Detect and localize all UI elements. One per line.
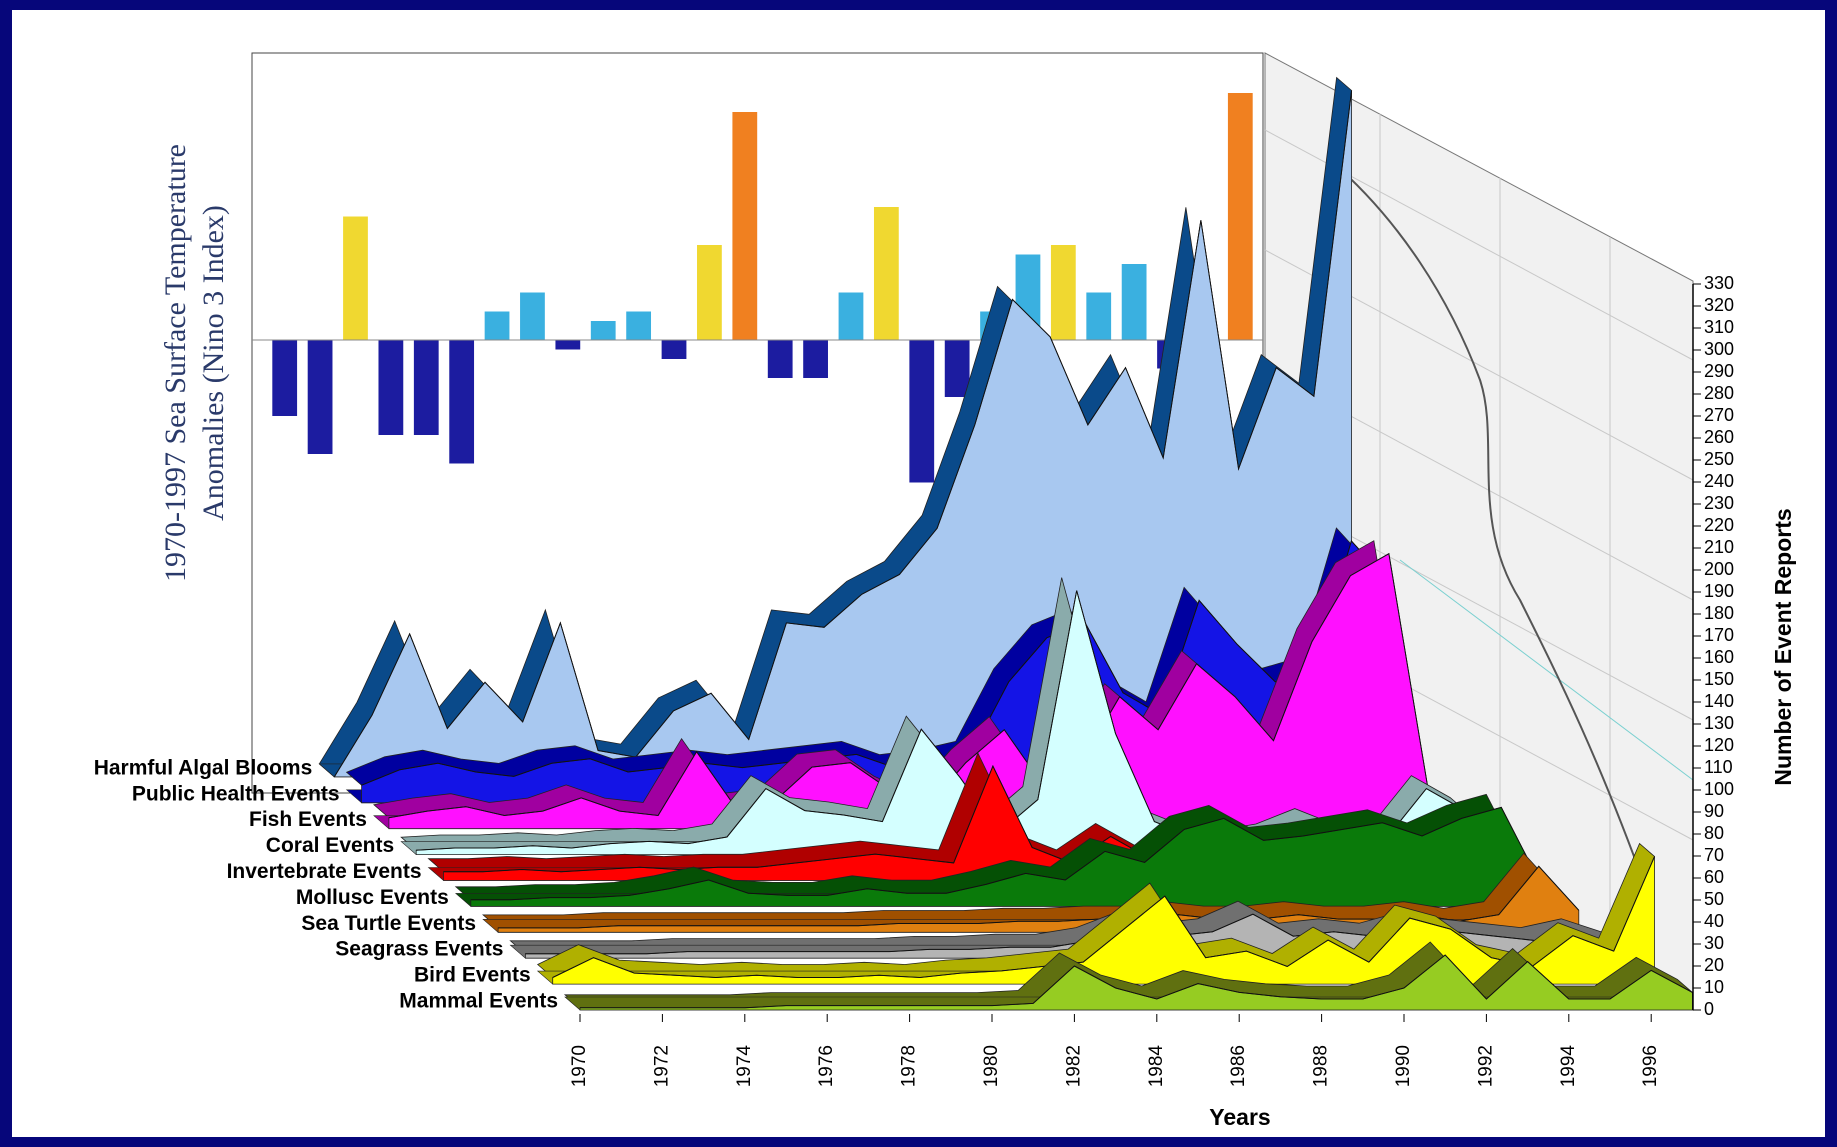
sst-bar	[485, 312, 510, 341]
y-tick-label: 70	[1704, 845, 1724, 865]
sst-bar	[1228, 93, 1253, 340]
x-axis-label: Years	[1209, 1104, 1270, 1130]
y-tick-label: 110	[1704, 757, 1733, 777]
sst-bar	[343, 217, 368, 341]
sst-bar	[874, 207, 899, 340]
y-tick-label: 180	[1704, 603, 1734, 623]
x-tick-label: 1982	[1063, 1045, 1084, 1087]
y-tick-label: 310	[1704, 317, 1734, 337]
y-tick-label: 320	[1704, 295, 1734, 315]
sst-bar	[308, 340, 333, 454]
y-tick-label: 300	[1704, 339, 1734, 359]
legend-label: Mollusc Events	[296, 886, 449, 909]
y-tick-label: 50	[1704, 889, 1724, 909]
x-tick-label: 1972	[651, 1045, 672, 1087]
y-tick-label: 130	[1704, 713, 1734, 733]
y-tick-label: 160	[1704, 647, 1734, 667]
y-tick-label: 220	[1704, 515, 1734, 535]
x-tick-label: 1994	[1558, 1045, 1579, 1088]
sst-bar	[768, 340, 793, 378]
sst-bar	[909, 340, 934, 483]
y-tick-label: 30	[1704, 933, 1724, 953]
sst-bar	[1086, 293, 1111, 341]
legend-label: Mammal Events	[399, 990, 558, 1013]
x-tick-label: 1996	[1640, 1045, 1661, 1087]
y-tick-label: 260	[1704, 427, 1734, 447]
x-tick-label: 1976	[816, 1045, 837, 1087]
sst-bar	[697, 245, 722, 340]
y-axis-label: Number of Event Reports	[1770, 508, 1796, 785]
y-tick-label: 210	[1704, 537, 1734, 557]
y-tick-label: 10	[1704, 977, 1724, 997]
y-tick-label: 60	[1704, 867, 1724, 887]
sst-bar	[520, 293, 545, 341]
chart: Years Number of Event Reports 1970-1997 …	[0, 0, 1837, 1147]
y-tick-label: 80	[1704, 823, 1724, 843]
legend-label: Coral Events	[266, 834, 394, 857]
x-tick-label: 1986	[1228, 1045, 1249, 1087]
y-tick-label: 120	[1704, 735, 1734, 755]
y-tick-label: 200	[1704, 559, 1734, 579]
x-tick-label: 1992	[1475, 1045, 1496, 1087]
y-tick-label: 270	[1704, 405, 1734, 425]
y-tick-label: 170	[1704, 625, 1734, 645]
legend-label: Invertebrate Events	[227, 860, 422, 883]
legend-label: Harmful Algal Blooms	[94, 756, 313, 779]
y-tick-label: 150	[1704, 669, 1734, 689]
sst-bar	[555, 340, 580, 350]
legend-label: Public Health Events	[132, 782, 340, 805]
y-tick-label: 100	[1704, 779, 1734, 799]
y-tick-label: 40	[1704, 911, 1724, 931]
inset-title: 1970-1997 Sea Surface Temperature	[159, 144, 192, 582]
sst-bar	[272, 340, 297, 416]
x-tick-label: 1988	[1311, 1045, 1332, 1087]
page: Years Number of Event Reports 1970-1997 …	[0, 0, 1837, 1147]
y-tick-label: 20	[1704, 955, 1724, 975]
x-tick-label: 1984	[1146, 1045, 1167, 1088]
y-tick-label: 280	[1704, 383, 1734, 403]
sst-bar	[732, 112, 757, 340]
sst-bar	[449, 340, 474, 464]
y-tick-label: 90	[1704, 801, 1724, 821]
inset-title: Anomalies (Nino 3 Index)	[197, 205, 230, 521]
legend-label: Bird Events	[414, 964, 531, 987]
y-tick-label: 290	[1704, 361, 1734, 381]
legend-label: Sea Turtle Events	[301, 912, 476, 935]
sst-bar	[1051, 245, 1076, 340]
y-tick-label: 190	[1704, 581, 1734, 601]
legend-label: Fish Events	[249, 808, 367, 831]
legend-label: Seagrass Events	[335, 938, 503, 961]
y-tick-label: 140	[1704, 691, 1734, 711]
sst-bar	[839, 293, 864, 341]
sst-bar	[626, 312, 651, 341]
y-tick-label: 0	[1704, 999, 1714, 1019]
x-tick-label: 1980	[981, 1045, 1002, 1087]
y-tick-label: 240	[1704, 471, 1734, 491]
sst-bar	[1122, 264, 1147, 340]
x-tick-label: 1974	[734, 1045, 755, 1088]
y-tick-label: 250	[1704, 449, 1734, 469]
sst-bar	[662, 340, 687, 359]
x-tick-label: 1990	[1393, 1045, 1414, 1087]
x-tick-label: 1970	[569, 1045, 590, 1087]
sst-bar	[803, 340, 828, 378]
sst-bar	[414, 340, 439, 435]
y-tick-label: 230	[1704, 493, 1734, 513]
x-tick-label: 1978	[899, 1045, 920, 1087]
sst-bar	[591, 321, 616, 340]
sst-bar	[378, 340, 403, 435]
sst-bar	[945, 340, 970, 397]
y-tick-label: 330	[1704, 273, 1734, 293]
